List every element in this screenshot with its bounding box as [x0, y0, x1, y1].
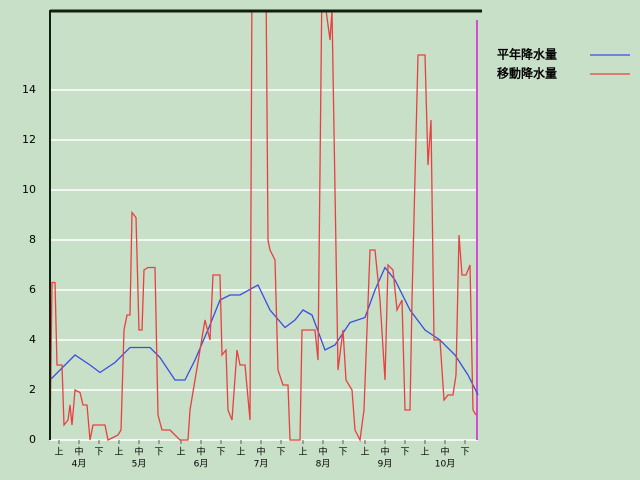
- x-tick-label: 下: [338, 448, 347, 458]
- series-line: [50, 266, 479, 396]
- x-tick-label: 中: [256, 446, 265, 458]
- x-tick-label: 中: [74, 446, 83, 458]
- y-tick-label: 6: [29, 283, 36, 296]
- x-tick-label: 上: [236, 447, 245, 458]
- month-label: 9月: [378, 459, 393, 470]
- x-tick-label: 上: [420, 447, 429, 458]
- grid: [50, 89, 478, 441]
- legend-label: 移動降水量: [497, 66, 557, 81]
- x-tick-label: 下: [94, 448, 103, 458]
- month-label: 6月: [194, 459, 209, 470]
- x-tick-label: 下: [400, 448, 409, 458]
- month-label: 5月: [132, 459, 147, 470]
- x-tick-label: 中: [380, 446, 389, 458]
- x-tick-label: 下: [216, 448, 225, 458]
- x-tick-label: 上: [176, 447, 185, 458]
- x-tick-label: 中: [318, 446, 327, 458]
- legend-label: 平年降水量: [497, 47, 557, 62]
- y-tick-label: 4: [29, 333, 36, 346]
- x-tick-label: 下: [154, 448, 163, 458]
- x-tick-label: 中: [440, 446, 449, 458]
- y-tick-label: 0: [29, 433, 36, 446]
- x-tick-label: 下: [276, 448, 285, 458]
- x-tick-label: 中: [196, 446, 205, 458]
- labels: 02468101214上中下上中下上中下上中下上中下上中下上中下4月 5月 6月 7月…: [22, 83, 470, 470]
- y-tick-label: 2: [29, 383, 36, 396]
- x-tick-label: 上: [114, 447, 123, 458]
- month-label: 8月: [316, 459, 331, 470]
- x-tick-label: 中: [134, 446, 143, 458]
- month-label: 10月: [435, 459, 455, 470]
- month-label: 4月: [72, 459, 87, 470]
- y-tick-label: 12: [22, 133, 36, 146]
- y-tick-label: 10: [22, 183, 36, 196]
- y-tick-label: 14: [22, 83, 36, 96]
- series-line: [50, 10, 477, 442]
- plot-area: [50, 10, 479, 442]
- month-label: 7月: [254, 459, 269, 470]
- x-tick-label: 上: [360, 447, 369, 458]
- y-tick-label: 8: [29, 233, 36, 246]
- x-tick-label: 上: [298, 447, 307, 458]
- x-tick-label: 下: [460, 448, 469, 458]
- x-tick-label: 上: [54, 447, 63, 458]
